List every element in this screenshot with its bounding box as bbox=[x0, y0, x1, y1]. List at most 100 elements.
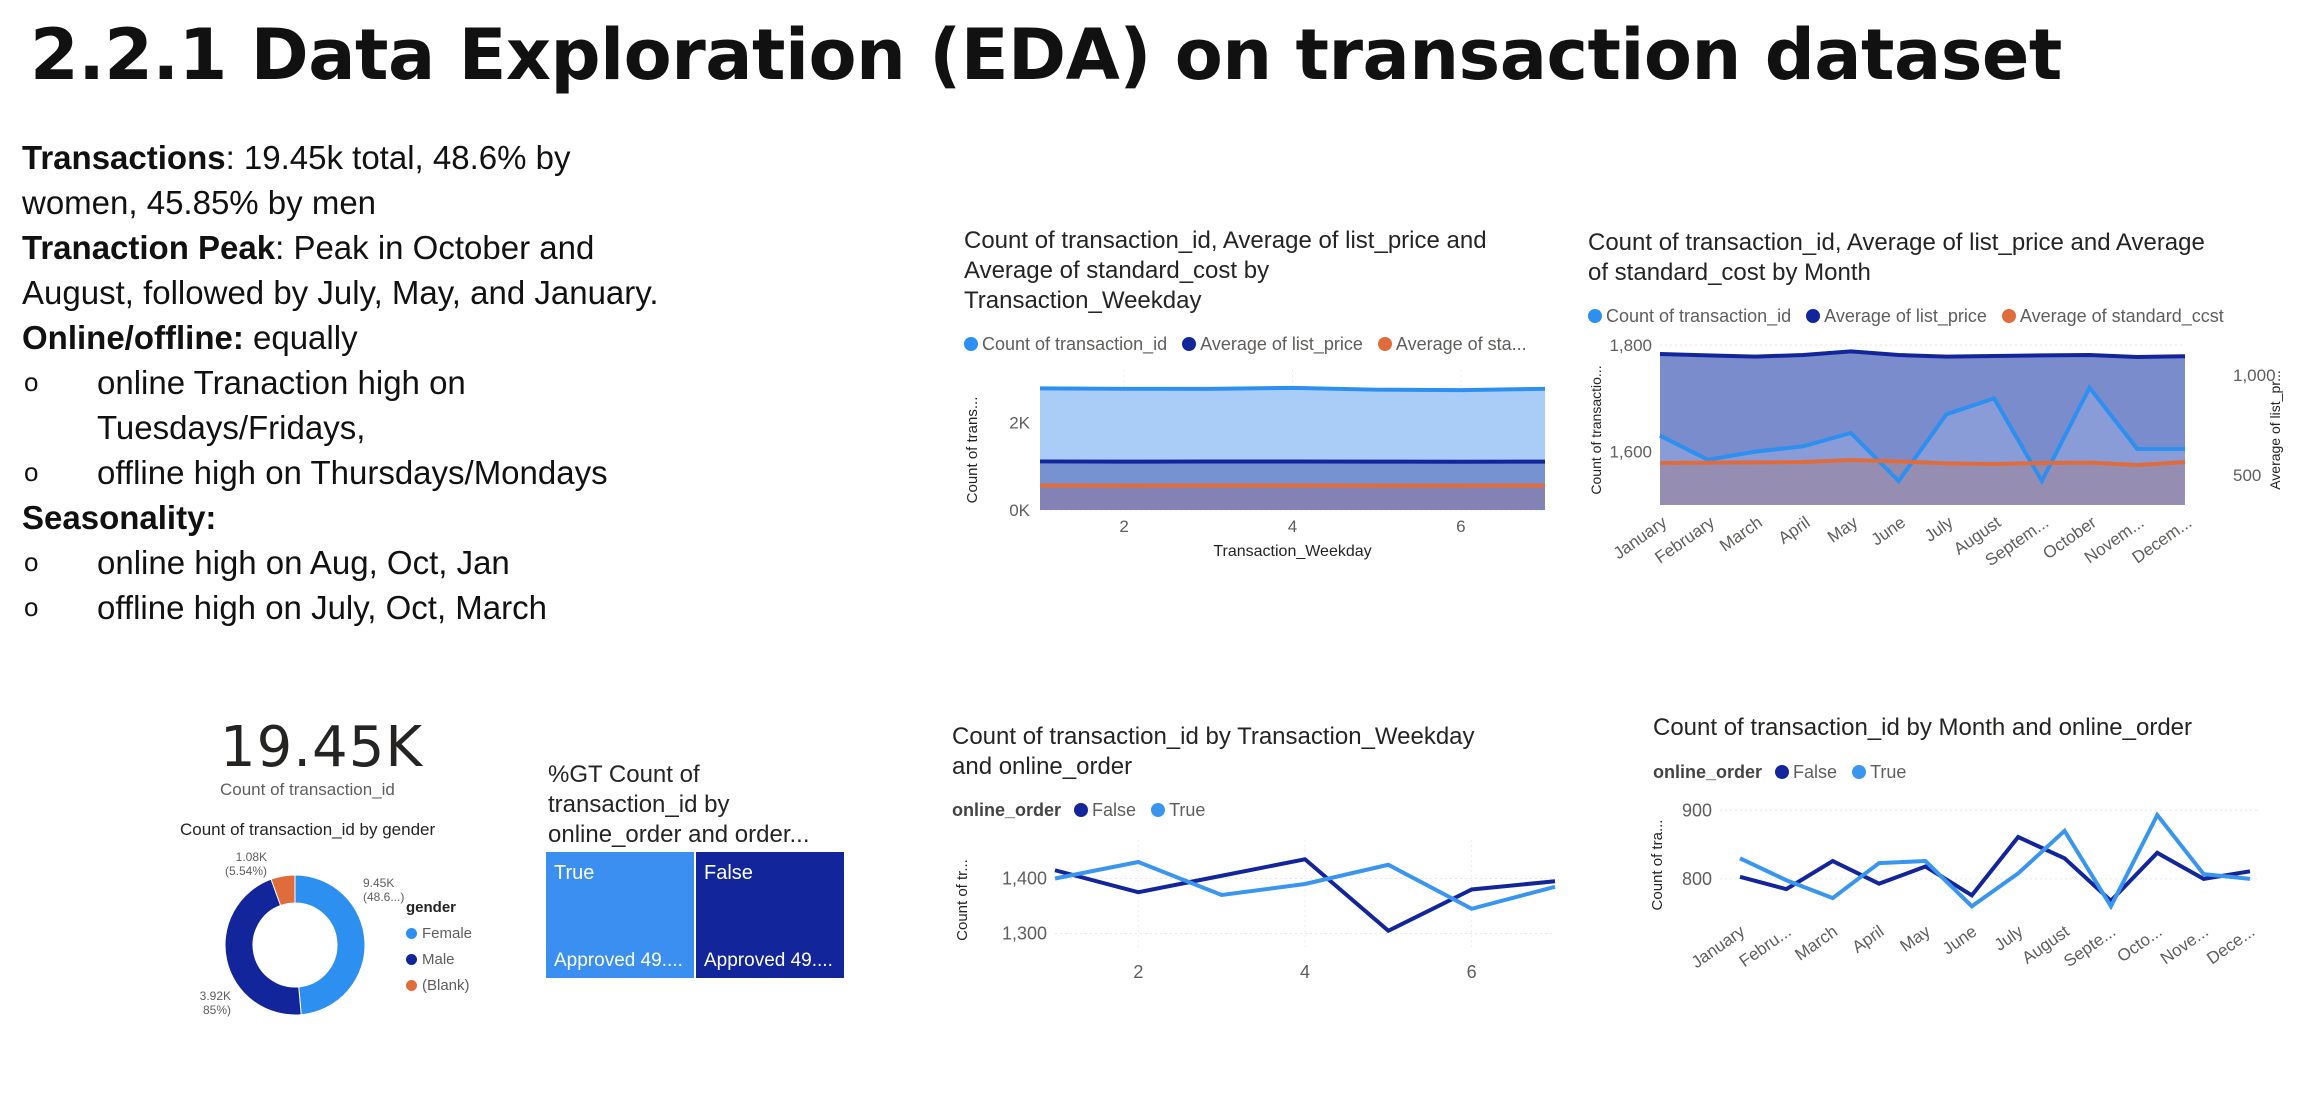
x-tick-label: Nove... bbox=[2157, 922, 2212, 968]
chart1-plot[interactable]: 2K 0K 2 4 6 Transaction_Weekday Count of trans… bbox=[955, 360, 1555, 560]
y-axis-label: Count of trans... bbox=[964, 397, 981, 504]
chart2-legend: Count of transaction_id Average of list_… bbox=[1588, 306, 2234, 327]
legend-item-false[interactable]: False bbox=[1775, 762, 1837, 782]
legend-item-male[interactable]: Male bbox=[406, 947, 472, 973]
x-tick-label: May bbox=[1824, 512, 1862, 546]
season-bullet-2: offline high on July, Oct, March bbox=[22, 585, 722, 630]
data-label: 3.92K bbox=[200, 989, 231, 1003]
legend-item-true[interactable]: True bbox=[1852, 762, 1906, 782]
x-tick-label: 4 bbox=[1300, 962, 1310, 980]
legend-item[interactable]: Count of transaction_id bbox=[964, 334, 1167, 354]
series-line-true bbox=[1054, 859, 1556, 911]
y-tick-label: 900 bbox=[1682, 800, 1712, 820]
legend-dot-icon bbox=[2001, 309, 2016, 323]
legend-dot-icon bbox=[964, 337, 978, 351]
series-line-true bbox=[1739, 811, 2251, 911]
legend-header: online_order bbox=[952, 800, 1062, 820]
chart3-title: Count of transaction_id by Transaction_W… bbox=[952, 723, 1475, 780]
peak-label: Tranaction Peak bbox=[22, 229, 276, 266]
treemap-cell-true[interactable]: True Approved 49.... bbox=[546, 852, 694, 978]
x-tick-label: Septe... bbox=[2060, 922, 2119, 970]
x-tick-label: Octo... bbox=[2114, 922, 2166, 966]
chart2-title: Count of transaction_id, Average of list… bbox=[1588, 229, 2205, 286]
data-label: 1.08K bbox=[236, 850, 267, 864]
series-line-0 bbox=[1039, 385, 1546, 393]
x-tick-label: Febru... bbox=[1736, 922, 1795, 970]
y-tick-label: 1,300 bbox=[1002, 924, 1047, 944]
legend-dot-icon bbox=[1852, 765, 1867, 779]
y-tick-label-right: 500 bbox=[2233, 466, 2261, 485]
gender-chart-title: Count of transaction_id by gender bbox=[180, 820, 436, 839]
legend-item[interactable]: Average of list_price bbox=[1182, 334, 1363, 354]
legend-item-blank[interactable]: (Blank) bbox=[406, 973, 472, 999]
online-text: equally bbox=[243, 319, 358, 356]
treemap-cell-label: True bbox=[554, 862, 595, 884]
series-line-false bbox=[1054, 857, 1556, 934]
legend-dot-icon bbox=[1182, 337, 1197, 351]
chart1-title: Count of transaction_id, Average of list… bbox=[964, 227, 1487, 314]
x-axis-label: Transaction_Weekday bbox=[1213, 543, 1371, 560]
legend-dot-icon bbox=[1775, 765, 1790, 779]
donut-slice-male bbox=[224, 878, 302, 1016]
treemap-cell-false[interactable]: False Approved 49.... bbox=[696, 852, 844, 978]
standard-cost-area bbox=[1040, 485, 1545, 510]
online-label: Online/offline: bbox=[22, 319, 244, 356]
transactions-text: : 19.45k total, 48.6% by bbox=[225, 139, 571, 176]
online-bullet-2: offline high on Thursdays/Mondays bbox=[22, 450, 722, 495]
x-tick-label: 4 bbox=[1288, 517, 1297, 536]
y-axis-label-right: Average of list_pr... bbox=[2267, 370, 2283, 490]
series-line-1 bbox=[1659, 349, 2186, 360]
legend-dot-icon bbox=[1588, 309, 1602, 323]
legend-item[interactable]: Count of transaction_id bbox=[1588, 306, 1791, 326]
legend-item[interactable]: Average of standard_ccst bbox=[2001, 306, 2224, 326]
season-bullet-1: online high on Aug, Oct, Jan bbox=[22, 540, 722, 585]
peak-text-2: August, followed by July, May, and Janua… bbox=[22, 274, 659, 311]
x-tick-label: July bbox=[1921, 512, 1957, 545]
treemap-cell-sublabel: Approved 49.... bbox=[554, 950, 683, 971]
series-line-0 bbox=[1659, 383, 2185, 486]
x-tick-label: April bbox=[1849, 922, 1888, 957]
legend-dot-icon bbox=[1151, 803, 1166, 817]
y-axis-label: Count of tr... bbox=[954, 859, 971, 941]
x-tick-label: March bbox=[1716, 513, 1766, 556]
kpi-value: 19.45K bbox=[220, 715, 424, 780]
legend-dot-icon bbox=[1806, 309, 1821, 323]
chart3-legend: online_order False True bbox=[952, 800, 1215, 821]
kpi-label: Count of transaction_id bbox=[220, 780, 395, 799]
legend-item-female[interactable]: Female bbox=[406, 921, 472, 947]
y-tick-label: 2K bbox=[1009, 414, 1030, 433]
series-line-false bbox=[1739, 834, 2251, 904]
y-axis-label: Count of tra... bbox=[1649, 820, 1666, 911]
x-tick-label: May bbox=[1897, 921, 1935, 955]
legend-item[interactable]: Average of list_price bbox=[1806, 306, 1987, 326]
legend-header: online_order bbox=[1653, 762, 1763, 782]
online-bullet-1-cont: Tuesdays/Fridays, bbox=[97, 409, 366, 446]
series-area-2 bbox=[1660, 460, 2185, 505]
x-tick-label: 6 bbox=[1467, 962, 1477, 980]
chart4-title: Count of transaction_id by Month and onl… bbox=[1653, 714, 2193, 741]
data-label: (5.54%) bbox=[225, 864, 267, 878]
legend-item[interactable]: Average of sta... bbox=[1377, 334, 1527, 354]
legend-item-false[interactable]: False bbox=[1074, 800, 1136, 820]
chart4-legend: online_order False True bbox=[1653, 762, 1916, 783]
transactions-text-2: women, 45.85% by men bbox=[22, 184, 377, 221]
legend-dot-icon bbox=[406, 954, 417, 965]
legend-dot-icon bbox=[1074, 803, 1089, 817]
y-tick-label: 800 bbox=[1682, 869, 1712, 889]
gender-legend-header: gender bbox=[406, 899, 457, 916]
peak-text: : Peak in October and bbox=[275, 229, 595, 266]
treemap: True Approved 49.... False Approved 49..… bbox=[546, 852, 844, 978]
slide-title: 2.2.1 Data Exploration (EDA) on transact… bbox=[30, 14, 2062, 96]
legend-dot-icon bbox=[406, 928, 417, 939]
legend-dot-icon bbox=[406, 980, 417, 991]
chart3-plot[interactable]: 1,400 1,300 2 4 6 Count of tr... bbox=[945, 830, 1575, 980]
legend-item-true[interactable]: True bbox=[1151, 800, 1205, 820]
summary-text: Transactions: 19.45k total, 48.6% by wom… bbox=[22, 135, 722, 630]
x-tick-label: 6 bbox=[1456, 517, 1465, 536]
y-tick-label: 1,600 bbox=[1609, 443, 1652, 462]
series-line-2 bbox=[1659, 457, 2186, 468]
gender-legend: gender Female Male (Blank) bbox=[406, 895, 472, 999]
